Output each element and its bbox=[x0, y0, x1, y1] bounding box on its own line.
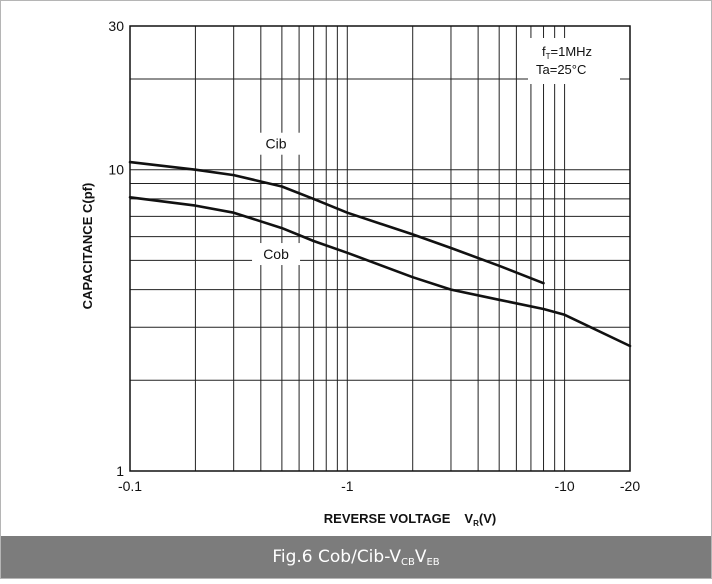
x-tick-label: -20 bbox=[620, 478, 640, 494]
y-tick-label: 30 bbox=[108, 18, 124, 34]
series-label-background bbox=[252, 243, 301, 266]
annotation-line-1: fT=1MHz bbox=[542, 44, 592, 61]
tick-labels: -0.1 -1 -10 -20 1 10 30 bbox=[108, 18, 640, 494]
x-tick-label: -0.1 bbox=[118, 478, 142, 494]
plot-border bbox=[129, 25, 631, 472]
x-tick-label: -1 bbox=[341, 478, 354, 494]
annotation-line-2: Ta=25°C bbox=[536, 62, 586, 77]
series-labels: Cib Cob bbox=[252, 132, 301, 266]
figure-caption: Fig.6 Cob/Cib-VCBVEB bbox=[1, 536, 711, 578]
series-lines bbox=[128, 160, 632, 348]
x-axis-label: REVERSE VOLTAGE VR(V) bbox=[324, 511, 496, 528]
chart: Cib Cob -0.1 -1 -10 -20 1 10 30 CAPACITANCE C(p… bbox=[80, 18, 640, 528]
annotation-background bbox=[528, 38, 620, 84]
grid bbox=[129, 25, 631, 472]
series-line-cob bbox=[128, 196, 632, 348]
conditions-annotation: fT=1MHz Ta=25°C bbox=[528, 38, 620, 84]
series-label-background bbox=[252, 132, 301, 155]
x-tick-label: -10 bbox=[554, 478, 574, 494]
y-tick-label: 10 bbox=[108, 162, 124, 178]
series-label-cib: Cib bbox=[266, 136, 287, 152]
y-axis-label: CAPACITANCE C(pf) bbox=[80, 183, 95, 310]
series-label-cob: Cob bbox=[263, 246, 289, 262]
y-tick-label: 1 bbox=[116, 463, 124, 479]
series-line-cib bbox=[128, 160, 545, 285]
